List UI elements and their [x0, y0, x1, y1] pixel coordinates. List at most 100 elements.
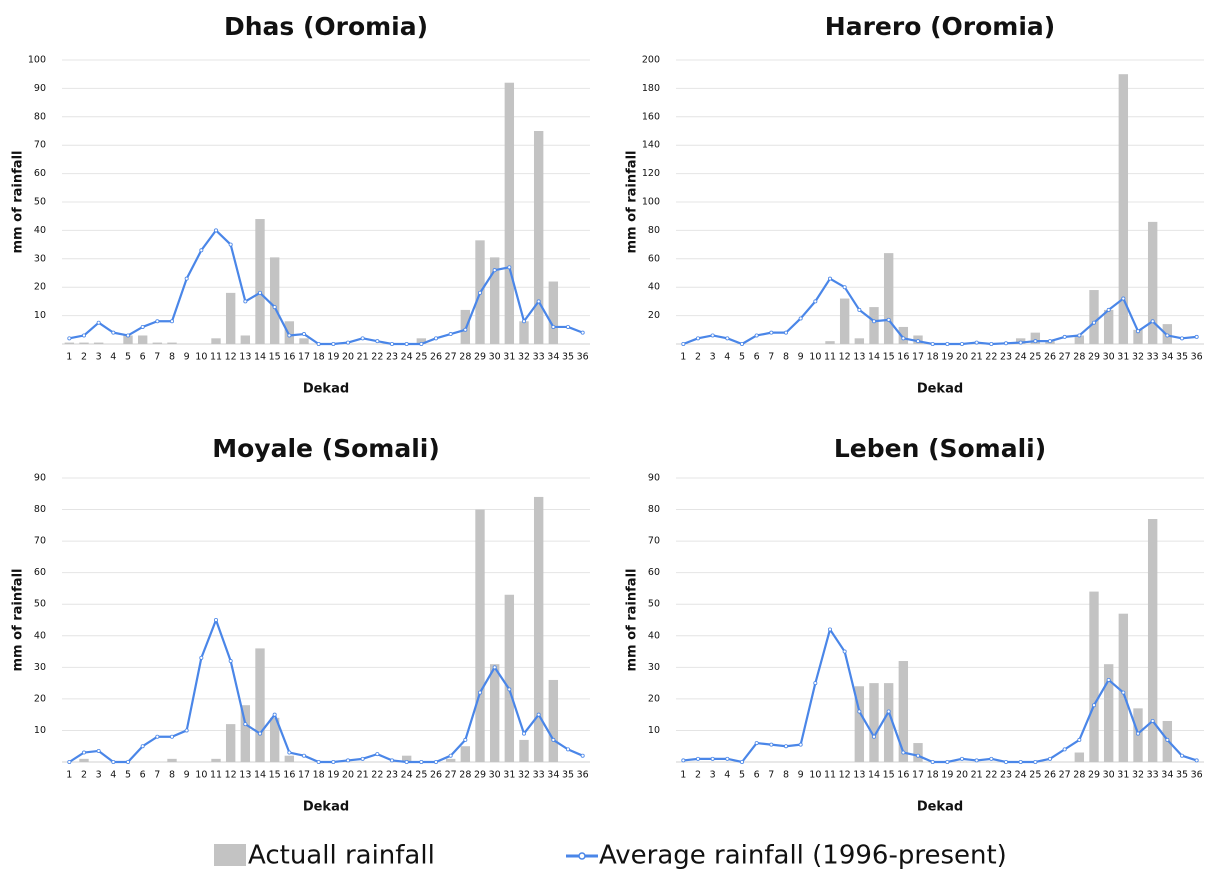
line-point: [419, 760, 424, 765]
y-axis-label: mm of rainfall: [625, 569, 640, 672]
line-point: [1048, 756, 1053, 761]
bar: [489, 257, 500, 344]
y-tick-label: 20: [34, 282, 46, 293]
line-point: [1121, 296, 1126, 301]
y-tick-label: 50: [648, 599, 660, 610]
line-point: [769, 330, 774, 335]
line-point: [301, 753, 306, 758]
x-axis-label: Dekad: [917, 800, 963, 815]
x-tick-label: 28: [1073, 352, 1085, 363]
x-tick-label: 5: [739, 352, 745, 363]
chart-title: Leben (Somali): [834, 434, 1046, 463]
y-tick-label: 40: [34, 630, 46, 641]
x-tick-label: 13: [239, 770, 251, 781]
line-point: [1062, 334, 1067, 339]
bar: [225, 292, 236, 344]
bar: [825, 341, 835, 344]
y-axis-label: mm of rainfall: [11, 151, 26, 254]
x-tick-label: 19: [941, 352, 953, 363]
line-point: [287, 333, 292, 338]
bar: [1133, 329, 1143, 344]
y-tick-label: 10: [648, 725, 660, 736]
line-point: [857, 709, 862, 714]
legend-swatch: [578, 852, 586, 860]
line-point: [945, 760, 950, 765]
x-tick-label: 26: [1044, 352, 1056, 363]
x-tick-label: 3: [96, 770, 102, 781]
line-point: [1136, 329, 1141, 334]
x-tick-label: 32: [1132, 770, 1144, 781]
x-tick-label: 17: [912, 352, 924, 363]
y-tick-label: 80: [648, 225, 660, 236]
x-tick-label: 27: [445, 352, 457, 363]
x-tick-label: 8: [783, 770, 789, 781]
x-tick-label: 12: [225, 352, 237, 363]
x-tick-label: 35: [1176, 352, 1188, 363]
x-tick-label: 15: [269, 352, 281, 363]
line-point: [1136, 731, 1141, 736]
line-point: [1004, 341, 1009, 346]
bar: [225, 724, 236, 762]
line-point: [930, 760, 935, 765]
line-point: [67, 760, 72, 765]
line-point: [331, 341, 336, 346]
line-point: [169, 319, 174, 324]
x-tick-label: 32: [518, 770, 530, 781]
line-point: [345, 758, 350, 763]
x-tick-label: 24: [401, 352, 413, 363]
line-point: [551, 324, 556, 329]
x-tick-label: 26: [1044, 770, 1056, 781]
line-point: [725, 756, 730, 761]
x-tick-label: 10: [195, 352, 207, 363]
bar: [1089, 591, 1099, 762]
x-tick-label: 21: [971, 770, 983, 781]
x-tick-label: 36: [1191, 352, 1203, 363]
y-tick-label: 180: [642, 83, 660, 94]
x-tick-label: 31: [1117, 352, 1129, 363]
line-point: [551, 737, 556, 742]
bar: [167, 342, 177, 344]
line-point: [140, 744, 145, 749]
x-tick-label: 22: [371, 352, 383, 363]
line-point: [155, 319, 160, 324]
line-point: [375, 339, 380, 344]
legend-swatch: [214, 844, 246, 866]
x-tick-label: 14: [868, 770, 880, 781]
x-tick-label: 29: [1088, 770, 1100, 781]
line-point: [448, 753, 453, 758]
x-tick-label: 36: [577, 352, 589, 363]
line-point: [1194, 334, 1199, 339]
line-point: [522, 731, 527, 736]
x-tick-label: 35: [562, 770, 574, 781]
line-point: [566, 747, 571, 752]
x-tick-label: 20: [956, 352, 968, 363]
x-tick-label: 21: [357, 770, 369, 781]
bar: [1103, 309, 1114, 344]
y-tick-label: 100: [28, 55, 46, 66]
x-tick-label: 8: [169, 352, 175, 363]
y-axis-label: mm of rainfall: [11, 569, 26, 672]
line-point: [798, 316, 803, 321]
x-tick-label: 12: [225, 770, 237, 781]
bar: [898, 326, 909, 344]
line-point: [916, 753, 921, 758]
line-point: [316, 341, 321, 346]
line-point: [82, 750, 87, 755]
x-tick-label: 28: [1073, 770, 1085, 781]
line-point: [213, 618, 218, 623]
x-tick-label: 23: [1000, 770, 1012, 781]
x-axis-label: Dekad: [917, 382, 963, 397]
y-tick-label: 30: [34, 253, 46, 264]
x-tick-label: 14: [254, 352, 266, 363]
line-point: [1033, 339, 1038, 344]
bar: [416, 338, 427, 344]
line-point: [184, 728, 189, 733]
x-tick-label: 9: [184, 352, 190, 363]
bar: [269, 717, 280, 762]
x-tick-label: 6: [140, 352, 146, 363]
line-point: [96, 320, 101, 325]
x-tick-label: 17: [298, 770, 310, 781]
chart-title: Harero (Oromia): [825, 12, 1055, 41]
x-tick-label: 19: [327, 352, 339, 363]
line-point: [872, 734, 877, 739]
